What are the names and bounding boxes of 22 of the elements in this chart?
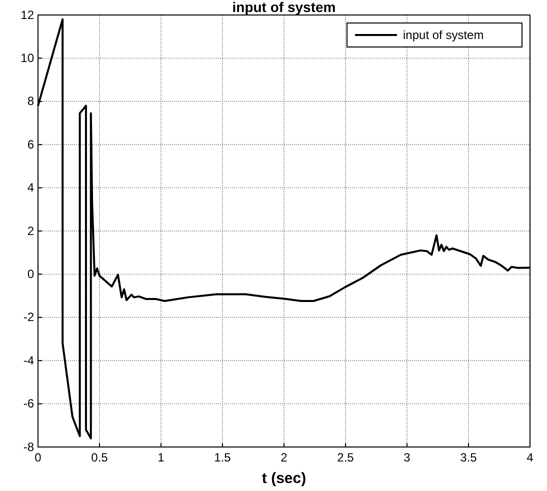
x-tick-label: 3 [404, 450, 411, 465]
y-tick-label: 10 [20, 51, 34, 66]
x-tick-label: 3.5 [460, 450, 478, 465]
y-tick-label: 0 [27, 267, 34, 282]
x-tick-label: 2 [280, 450, 288, 465]
y-tick-label: -6 [23, 396, 34, 411]
y-tick-label: 4 [27, 180, 34, 195]
y-tick-label: 8 [27, 94, 34, 108]
y-tick-label: -8 [23, 440, 34, 454]
y-tick-label: 6 [27, 137, 34, 152]
x-tick-label: 0.5 [91, 450, 108, 465]
x-axis-title: t (sec) [262, 470, 306, 487]
x-tick-label: 1 [158, 450, 165, 465]
x-tick-label: 2.5 [337, 450, 354, 465]
y-tick-label: 12 [20, 8, 34, 22]
y-tick-label: -2 [23, 310, 34, 324]
y-tick-label: -4 [23, 353, 34, 368]
legend-label: input of system [403, 28, 484, 42]
x-tick-label: 4 [526, 450, 534, 465]
x-tick-label: 1.5 [214, 450, 232, 465]
y-tick-label: 2 [27, 224, 34, 238]
chart-title: input of system [232, 0, 336, 15]
